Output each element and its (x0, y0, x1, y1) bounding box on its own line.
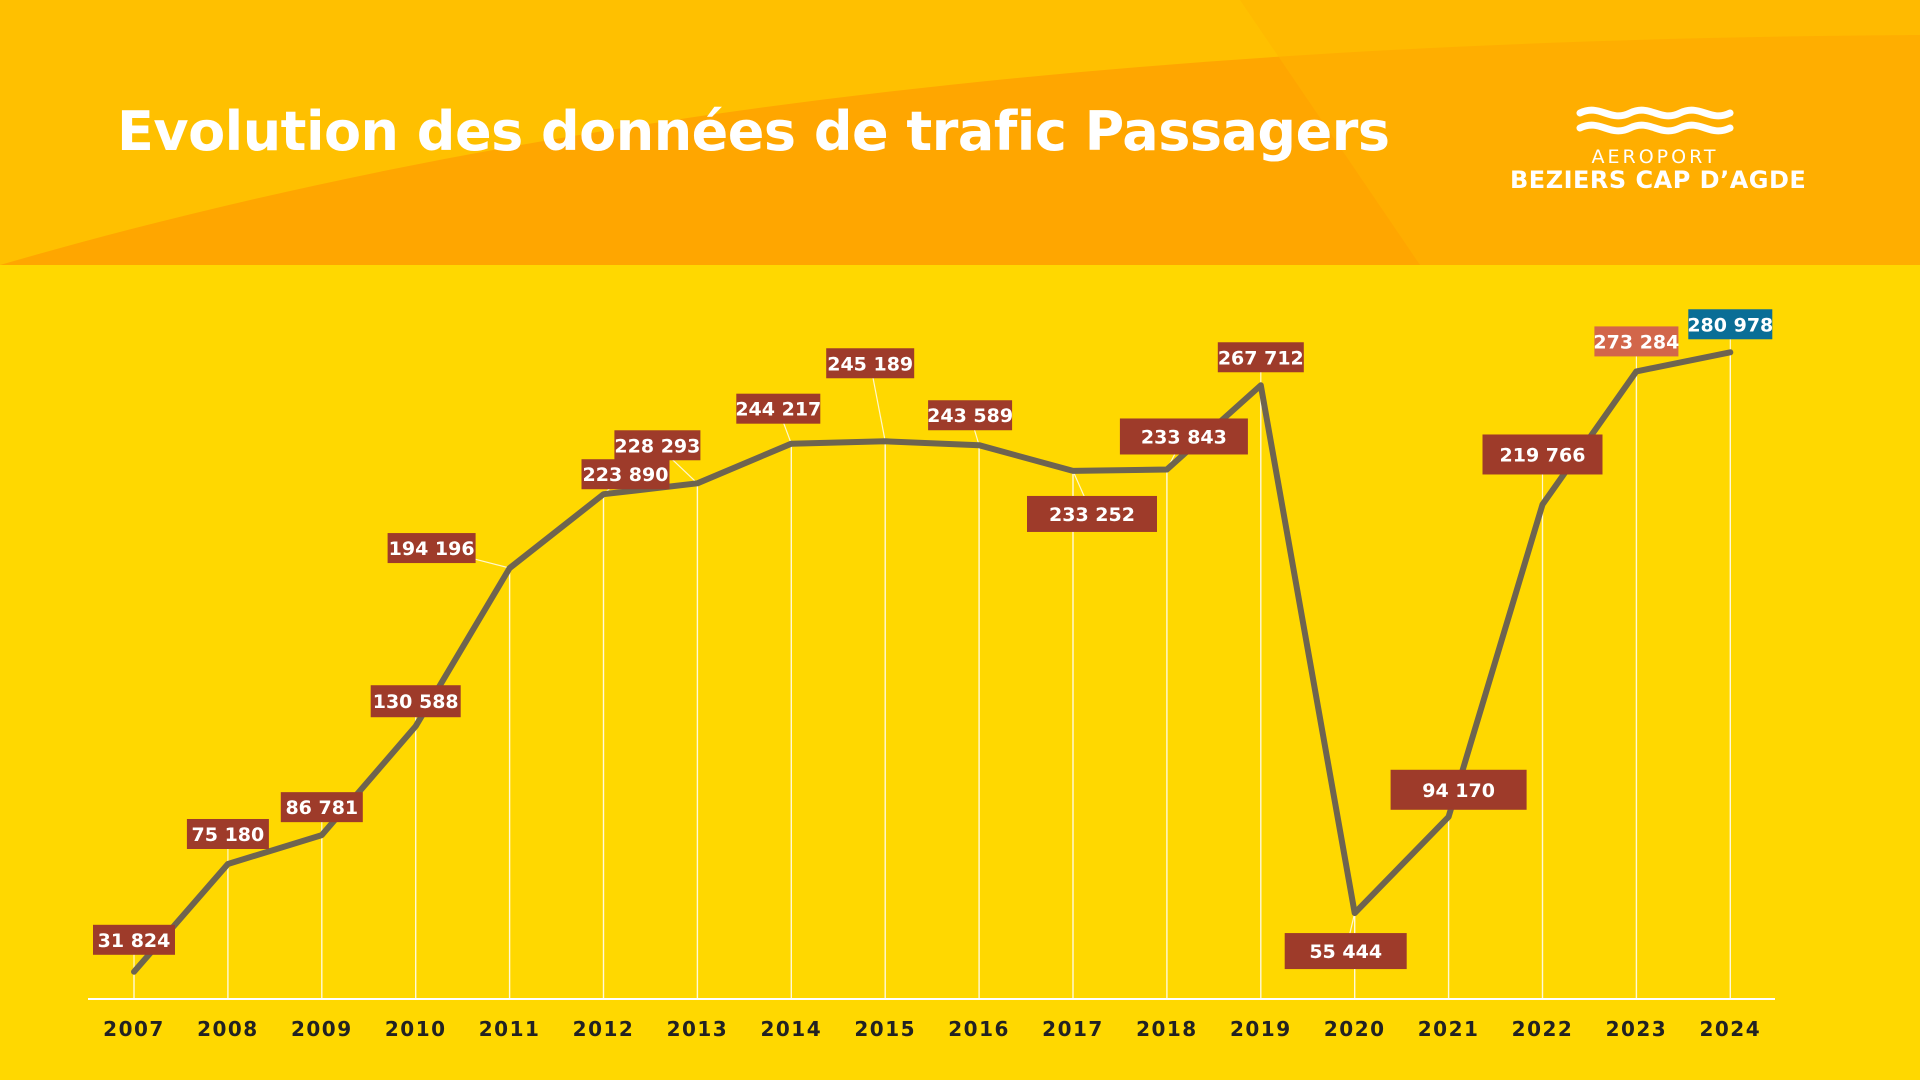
x-tick-2012: 2012 (573, 1017, 635, 1041)
x-tick-2023: 2023 (1606, 1017, 1668, 1041)
page-title: Evolution des données de trafic Passager… (117, 100, 1390, 163)
data-label-box-2019 (1217, 342, 1304, 373)
x-tick-2009: 2009 (291, 1017, 353, 1041)
data-label-2023: 273 284 (1593, 331, 1679, 353)
data-label-2022: 219 766 (1500, 444, 1586, 466)
data-label-2021: 94 170 (1422, 780, 1495, 802)
x-tick-2019: 2019 (1230, 1017, 1292, 1041)
series-line (131, 349, 1734, 975)
data-label-box-2007 (93, 924, 175, 955)
droplines (133, 352, 1732, 999)
data-label-box-2010 (370, 685, 461, 718)
x-tick-2021: 2021 (1418, 1017, 1480, 1041)
x-tick-2011: 2011 (479, 1017, 541, 1041)
data-label-box-2016 (928, 400, 1013, 431)
data-label-2008: 75 180 (192, 824, 265, 846)
data-label-box-2015 (826, 348, 915, 379)
x-tick-2024: 2024 (1699, 1017, 1761, 1041)
data-label-2016: 243 589 (927, 405, 1013, 427)
data-label-box-2014 (736, 393, 821, 424)
data-label-box-2020 (1284, 933, 1407, 970)
x-tick-2015: 2015 (854, 1017, 916, 1041)
data-label-2011: 194 196 (389, 538, 475, 560)
x-tick-2020: 2020 (1324, 1017, 1386, 1041)
data-label-2017: 233 252 (1049, 504, 1135, 526)
x-tick-labels: 2007 2008 2009 2010 2011 2012 2013 2014 2015 2016… (103, 1017, 1761, 1041)
data-label-box-2023 (1594, 326, 1679, 357)
data-label-box-2009 (280, 792, 363, 823)
data-label-box-2011 (387, 533, 476, 564)
data-label-2007: 31 824 (98, 930, 171, 952)
data-label-box-2021 (1390, 769, 1527, 810)
x-tick-2022: 2022 (1512, 1017, 1574, 1041)
x-tick-2018: 2018 (1136, 1017, 1198, 1041)
header-banner (0, 0, 1920, 265)
data-label-box-2017 (1027, 495, 1157, 532)
x-tick-2016: 2016 (948, 1017, 1010, 1041)
x-tick-2007: 2007 (103, 1017, 165, 1041)
data-label-box-2024 (1688, 309, 1773, 340)
data-label-2018: 233 843 (1141, 426, 1227, 448)
wave-logo-icon (1576, 106, 1734, 135)
data-label-box-2013 (614, 430, 701, 461)
data-labels: 31 824 75 180 86 781 130 588 194 196 223 890 2… (93, 309, 1773, 970)
data-label-box-2018 (1119, 418, 1248, 455)
data-label-2019: 267 712 (1218, 347, 1304, 369)
data-label-2015: 245 189 (827, 353, 913, 375)
data-label-2020: 55 444 (1309, 941, 1382, 963)
logo-line-name: BEZIERS CAP D’AGDE (1510, 166, 1807, 194)
data-label-2010: 130 588 (373, 691, 459, 713)
data-label-2013: 228 293 (614, 435, 700, 457)
data-label-box-2022 (1482, 434, 1603, 475)
data-label-2009: 86 781 (285, 797, 358, 819)
data-label-box-2012 (581, 459, 670, 490)
x-tick-2008: 2008 (197, 1017, 259, 1041)
data-label-2024: 280 978 (1687, 314, 1773, 336)
data-label-2014: 244 217 (735, 399, 821, 421)
logo-line-aeroport: AEROPORT (1591, 146, 1719, 168)
x-tick-2014: 2014 (760, 1017, 822, 1041)
x-tick-2013: 2013 (667, 1017, 729, 1041)
data-label-box-2008 (186, 818, 269, 849)
x-tick-2010: 2010 (385, 1017, 447, 1041)
x-tick-2017: 2017 (1042, 1017, 1104, 1041)
data-label-2012: 223 890 (583, 464, 669, 486)
